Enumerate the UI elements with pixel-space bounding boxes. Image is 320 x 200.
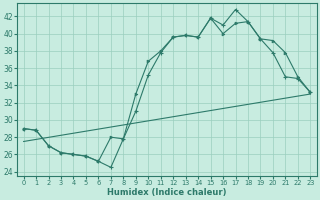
X-axis label: Humidex (Indice chaleur): Humidex (Indice chaleur) bbox=[107, 188, 227, 197]
